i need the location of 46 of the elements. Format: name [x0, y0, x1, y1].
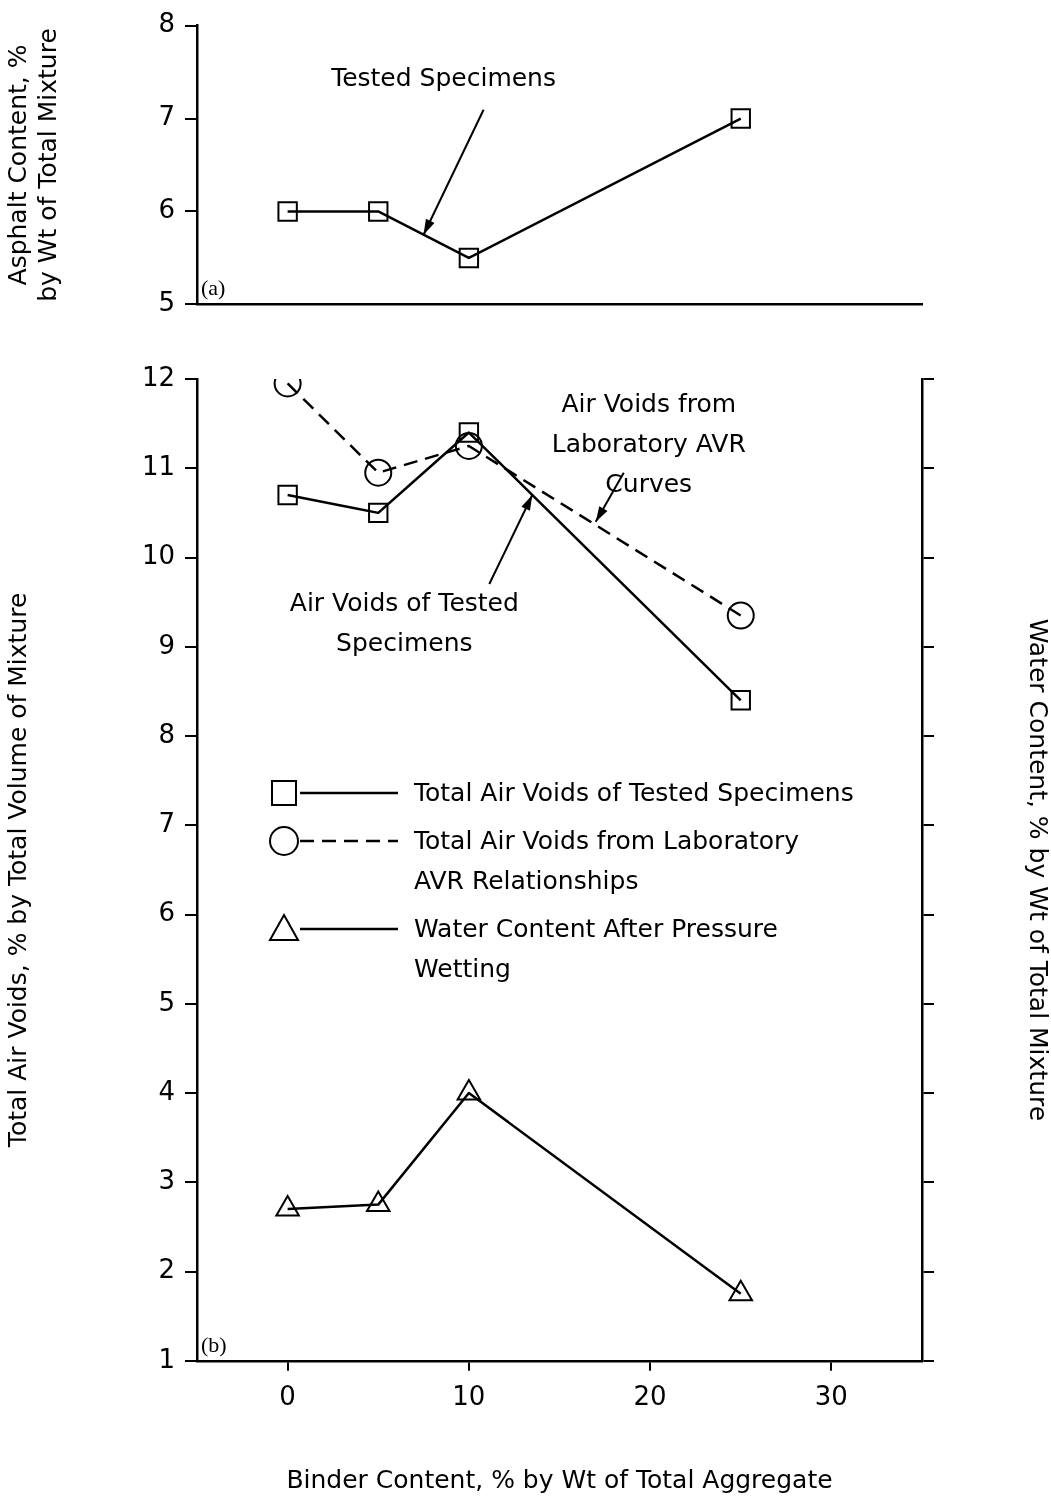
point	[277, 484, 298, 506]
point	[368, 502, 389, 524]
point	[275, 1195, 300, 1217]
y-axis-title: Asphalt Content, % by Wt of Total Mixture	[2, 28, 62, 302]
x-tick-label: 30	[814, 1381, 848, 1412]
point	[730, 108, 751, 129]
y-tick-label: 9	[158, 629, 175, 660]
point	[726, 601, 755, 630]
point	[456, 1079, 482, 1101]
y-tick-label: 1	[158, 1343, 175, 1374]
y-tick-label: 11	[141, 451, 175, 481]
annotation: Air Voids of Tested Specimens	[289, 587, 519, 657]
y-tick-label: 7	[158, 808, 175, 839]
y-tick-label: 8	[158, 718, 175, 749]
point	[368, 201, 389, 222]
y-tick-label: 2	[158, 1254, 175, 1285]
y-tick-label: 4	[158, 1075, 175, 1106]
y-tick-label: 12	[141, 361, 175, 392]
y-axis-title: Total Air Voids, % by Total Volume of Mixture	[2, 592, 32, 1149]
point	[730, 690, 751, 711]
x-tick-label: 10	[452, 1381, 486, 1412]
legend-label: Water Content After Pressure Wetting	[413, 913, 779, 985]
annotation: (b)	[201, 1331, 227, 1357]
point	[364, 458, 393, 487]
point	[458, 247, 480, 269]
y-tick-label: 6	[158, 194, 175, 225]
y-tick-label: 5	[158, 986, 175, 1017]
legend-label: Total Air Voids of Tested Specimens	[413, 777, 854, 809]
y-tick-label: 8	[158, 8, 175, 39]
y-tick-label: 5	[158, 287, 175, 318]
point	[277, 201, 298, 222]
y-tick-label: 3	[158, 1165, 175, 1196]
point	[454, 431, 483, 460]
annotation: Tested Specimens	[330, 63, 556, 93]
y2-axis-title: Water Content, % by Wt of Total Mixture	[1023, 618, 1051, 1122]
point	[458, 422, 480, 443]
y-tick-label: 7	[158, 101, 175, 132]
point	[365, 1190, 391, 1213]
legend-label: Total Air Voids from Laboratory AVR Relationships	[413, 825, 801, 897]
annotation: (a)	[201, 275, 226, 301]
x-axis-title: Binder Content, % by Wt of Total Aggregate	[286, 1464, 833, 1494]
x-tick-label: 0	[279, 1381, 296, 1412]
x-tick-label: 20	[633, 1381, 667, 1412]
point	[728, 1279, 754, 1302]
y-tick-label: 6	[158, 897, 175, 928]
y-tick-label: 10	[141, 540, 175, 571]
